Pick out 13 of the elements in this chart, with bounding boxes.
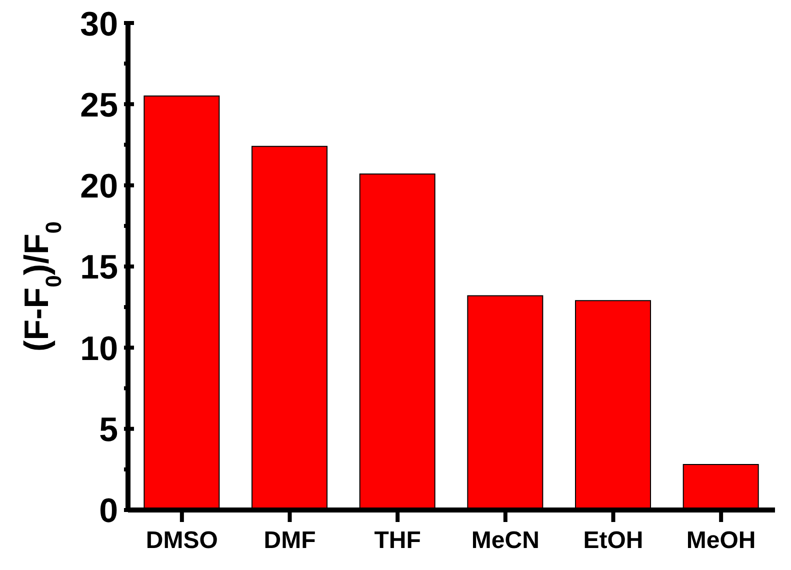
x-tick-label: MeCN — [471, 527, 540, 554]
x-tick-label: DMF — [264, 527, 316, 554]
x-tick-label: MeOH — [686, 527, 756, 554]
x-tick-label: DMSO — [146, 527, 218, 554]
y-tick-label: 5 — [99, 411, 118, 450]
y-tick-label: 0 — [99, 492, 118, 530]
y-tick-label: 15 — [80, 248, 118, 287]
y-tick-label: 10 — [80, 330, 118, 368]
y-tick-label: 25 — [80, 86, 118, 124]
x-tick-label: THF — [374, 527, 421, 554]
y-tick-label: 20 — [80, 168, 118, 206]
y-tick-label: 30 — [80, 5, 118, 44]
x-tick-label: EtOH — [583, 527, 644, 554]
